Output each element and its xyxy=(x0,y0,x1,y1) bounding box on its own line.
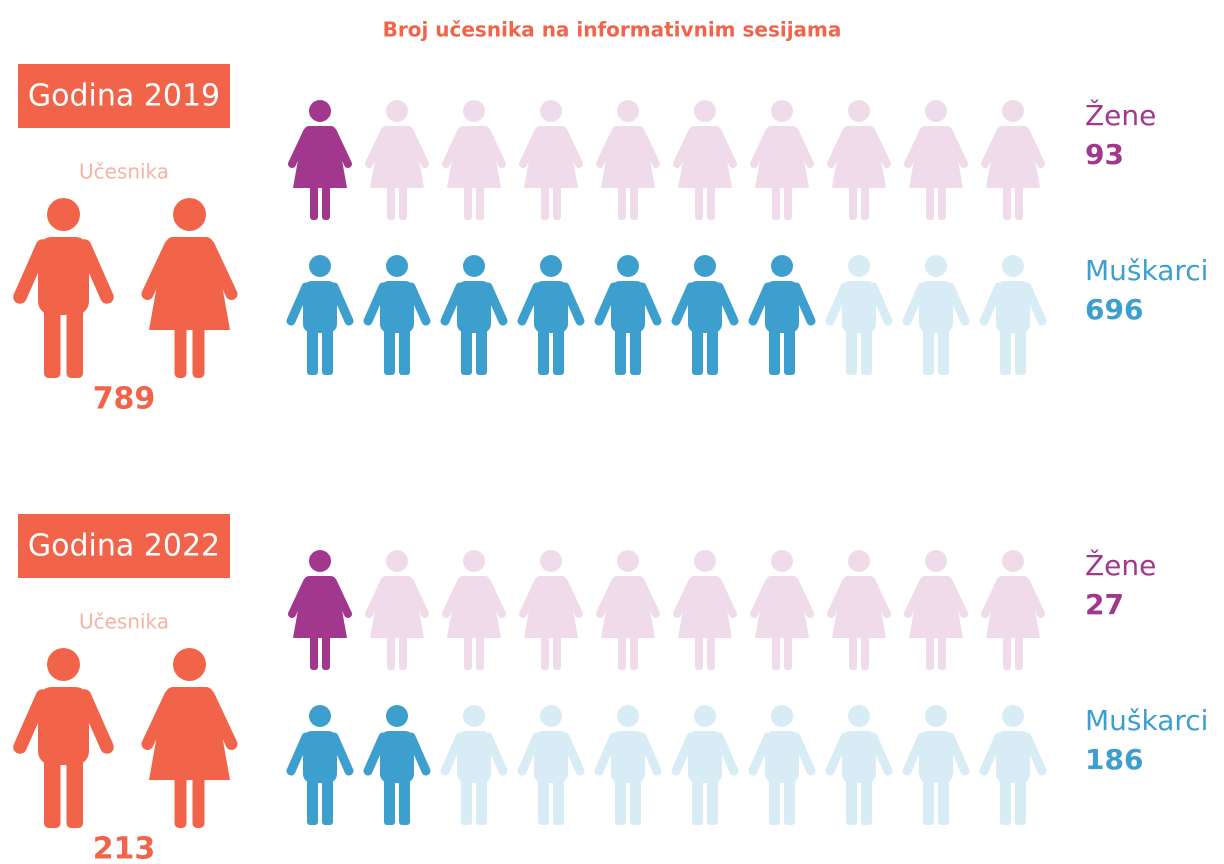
person-icon xyxy=(677,100,733,220)
person-icon xyxy=(907,255,965,375)
person-icon xyxy=(753,255,811,375)
series-value: 93 xyxy=(1085,138,1124,171)
series-value: 186 xyxy=(1085,743,1143,776)
person-icon xyxy=(369,550,425,670)
series-name: Žene xyxy=(1085,548,1156,582)
total-icon-man xyxy=(20,198,107,378)
total-icon-woman xyxy=(148,648,232,828)
person-icon xyxy=(291,255,349,375)
person-icon xyxy=(831,100,887,220)
person-icon xyxy=(600,550,656,670)
series-name: Žene xyxy=(1085,98,1156,132)
person-icon xyxy=(600,100,656,220)
person-icon xyxy=(445,705,503,825)
person-icon xyxy=(368,705,426,825)
year-label: Godina 2022 xyxy=(28,529,220,564)
total-value: 789 xyxy=(93,382,156,417)
person-icon xyxy=(522,255,580,375)
person-icon xyxy=(908,550,964,670)
title: Broj učesnika na informativnim sesijama xyxy=(383,18,842,42)
person-icon xyxy=(830,705,888,825)
person-icon xyxy=(676,705,734,825)
person-icon xyxy=(984,255,1042,375)
person-icon xyxy=(445,255,503,375)
total-icon-woman xyxy=(148,198,232,378)
person-icon xyxy=(753,705,811,825)
series-name: Muškarci xyxy=(1085,254,1208,287)
person-icon xyxy=(292,100,348,220)
total-value: 213 xyxy=(93,832,156,864)
person-icon xyxy=(985,100,1041,220)
person-icon xyxy=(369,100,425,220)
person-icon xyxy=(522,705,580,825)
person-icon xyxy=(368,255,426,375)
person-icon xyxy=(754,550,810,670)
person-icon xyxy=(908,100,964,220)
series-value: 696 xyxy=(1085,293,1143,326)
person-icon xyxy=(291,705,349,825)
person-icon xyxy=(446,550,502,670)
person-icon xyxy=(907,705,965,825)
person-icon xyxy=(599,255,657,375)
year-box xyxy=(18,64,230,128)
person-icon xyxy=(599,705,657,825)
person-icon xyxy=(831,550,887,670)
year-label: Godina 2019 xyxy=(28,79,220,114)
series-name: Muškarci xyxy=(1085,704,1208,737)
total-label: Učesnika xyxy=(79,160,169,184)
person-icon xyxy=(985,550,1041,670)
total-icon-man xyxy=(20,648,107,828)
person-icon xyxy=(677,550,733,670)
year-box xyxy=(18,514,230,578)
person-icon xyxy=(830,255,888,375)
series-value: 27 xyxy=(1085,588,1124,621)
person-icon xyxy=(292,550,348,670)
person-icon xyxy=(676,255,734,375)
person-icon xyxy=(754,100,810,220)
person-icon xyxy=(523,100,579,220)
total-label: Učesnika xyxy=(79,610,169,634)
person-icon xyxy=(446,100,502,220)
person-icon xyxy=(984,705,1042,825)
person-icon xyxy=(523,550,579,670)
